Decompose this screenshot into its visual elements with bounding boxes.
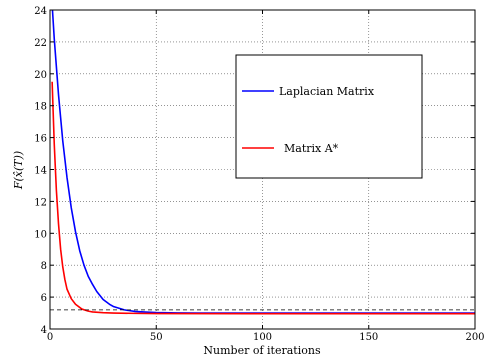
legend-label-matrix-a: Matrix A* [284, 142, 339, 155]
y-axis-title: F(x̂(T)) [12, 151, 25, 190]
axis-ticks [49, 9, 476, 330]
y-tick-label: 8 [41, 261, 47, 272]
tick-labels: 0 50 100 150 200 4 6 8 10 12 14 16 18 20 22 24 [34, 6, 484, 343]
y-tick-label: 24 [34, 6, 47, 17]
x-tick-label: 200 [465, 332, 484, 343]
legend-box [235, 54, 423, 179]
x-tick-label: 50 [150, 332, 163, 343]
legend-label-laplacian: Laplacian Matrix [279, 85, 375, 98]
x-tick-label: 150 [359, 332, 378, 343]
y-tick-label: 16 [34, 134, 47, 145]
y-tick-label: 12 [34, 197, 47, 208]
y-tick-label: 10 [34, 229, 47, 240]
y-tick-label: 4 [41, 325, 47, 336]
y-tick-label: 22 [34, 38, 47, 49]
x-axis-title: Number of iterations [203, 344, 321, 357]
series-lines [51, 10, 475, 315]
x-tick-label: 0 [47, 332, 53, 343]
legend: Laplacian Matrix Matrix A* [235, 54, 423, 179]
x-tick-label: 100 [253, 332, 272, 343]
y-tick-label: 18 [34, 102, 47, 113]
y-tick-label: 14 [34, 166, 47, 177]
y-tick-label: 6 [41, 293, 47, 304]
series-line-1 [51, 81, 475, 315]
y-tick-label: 20 [34, 70, 47, 81]
